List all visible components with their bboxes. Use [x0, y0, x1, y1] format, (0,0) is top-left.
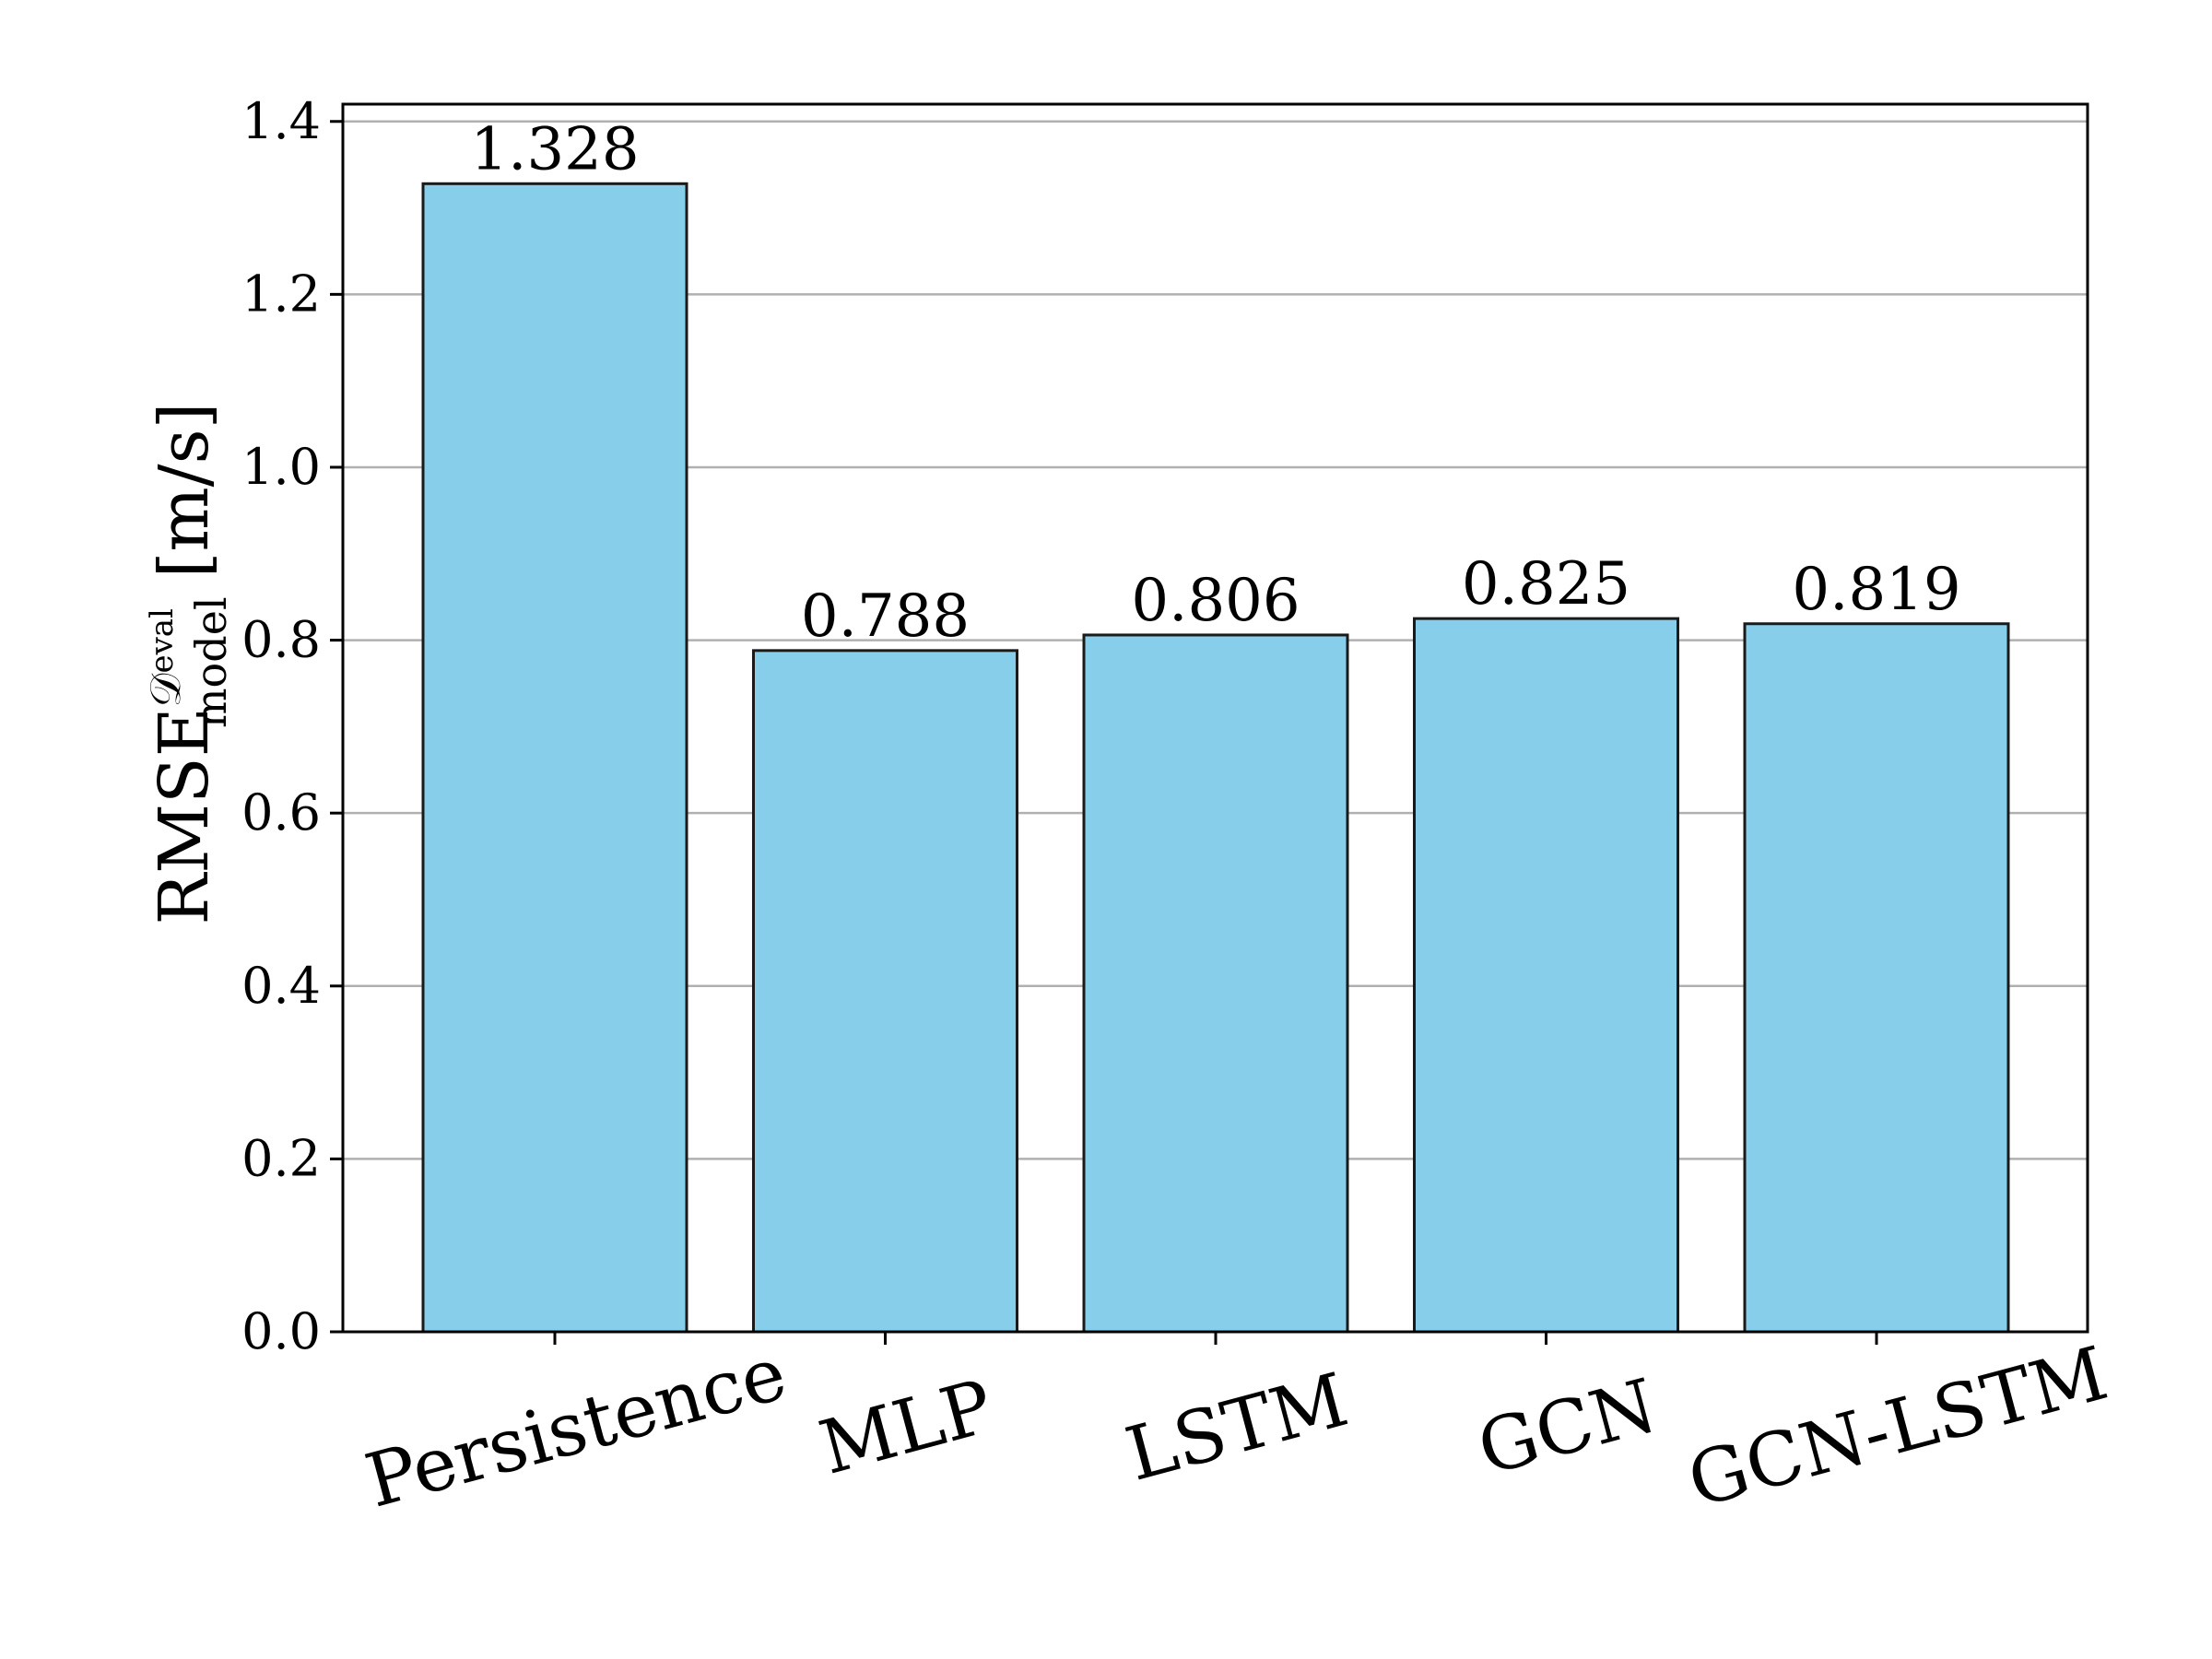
value-label-lstm: 0.806	[1131, 567, 1300, 635]
y-axis-label-base: RMSE	[145, 707, 224, 924]
y-tick-label: 0.0	[241, 1302, 321, 1360]
value-label-persistence: 1.328	[470, 115, 639, 183]
bar-persistence	[421, 182, 688, 1334]
value-labels: 1.328 0.788 0.806 0.825 0.819	[470, 115, 1960, 651]
y-tick-label: 0.4	[241, 957, 321, 1015]
y-tick-label: 0.2	[241, 1129, 321, 1187]
bar-gcn-lstm	[1743, 622, 2010, 1334]
value-label-gcn: 0.825	[1462, 550, 1630, 618]
value-label-mlp: 0.788	[801, 582, 970, 651]
y-axis-ticks: 0.0 0.2 0.4 0.6 0.8 1.0 1.2 1.4	[241, 92, 343, 1360]
y-axis-label-superscript-sub: eval	[144, 608, 181, 673]
value-label-gcn-lstm: 0.819	[1792, 556, 1960, 624]
y-axis-label-unit: [m/s]	[145, 403, 224, 579]
y-tick-label: 1.4	[241, 92, 321, 150]
y-tick-label: 0.6	[241, 783, 321, 841]
y-tick-label: 0.8	[241, 611, 321, 669]
bar-mlp	[752, 649, 1018, 1334]
y-tick-label: 1.2	[241, 265, 321, 323]
y-axis-label: RMSE𝒟eval model [m/s]	[140, 403, 236, 925]
bar-gcn	[1413, 617, 1679, 1334]
y-axis-label-subscript: model	[186, 596, 236, 728]
bar-lstm	[1082, 633, 1349, 1334]
bars	[421, 182, 2010, 1334]
y-axis-label-superscript: 𝒟	[140, 673, 190, 707]
y-tick-label: 1.0	[241, 438, 321, 496]
